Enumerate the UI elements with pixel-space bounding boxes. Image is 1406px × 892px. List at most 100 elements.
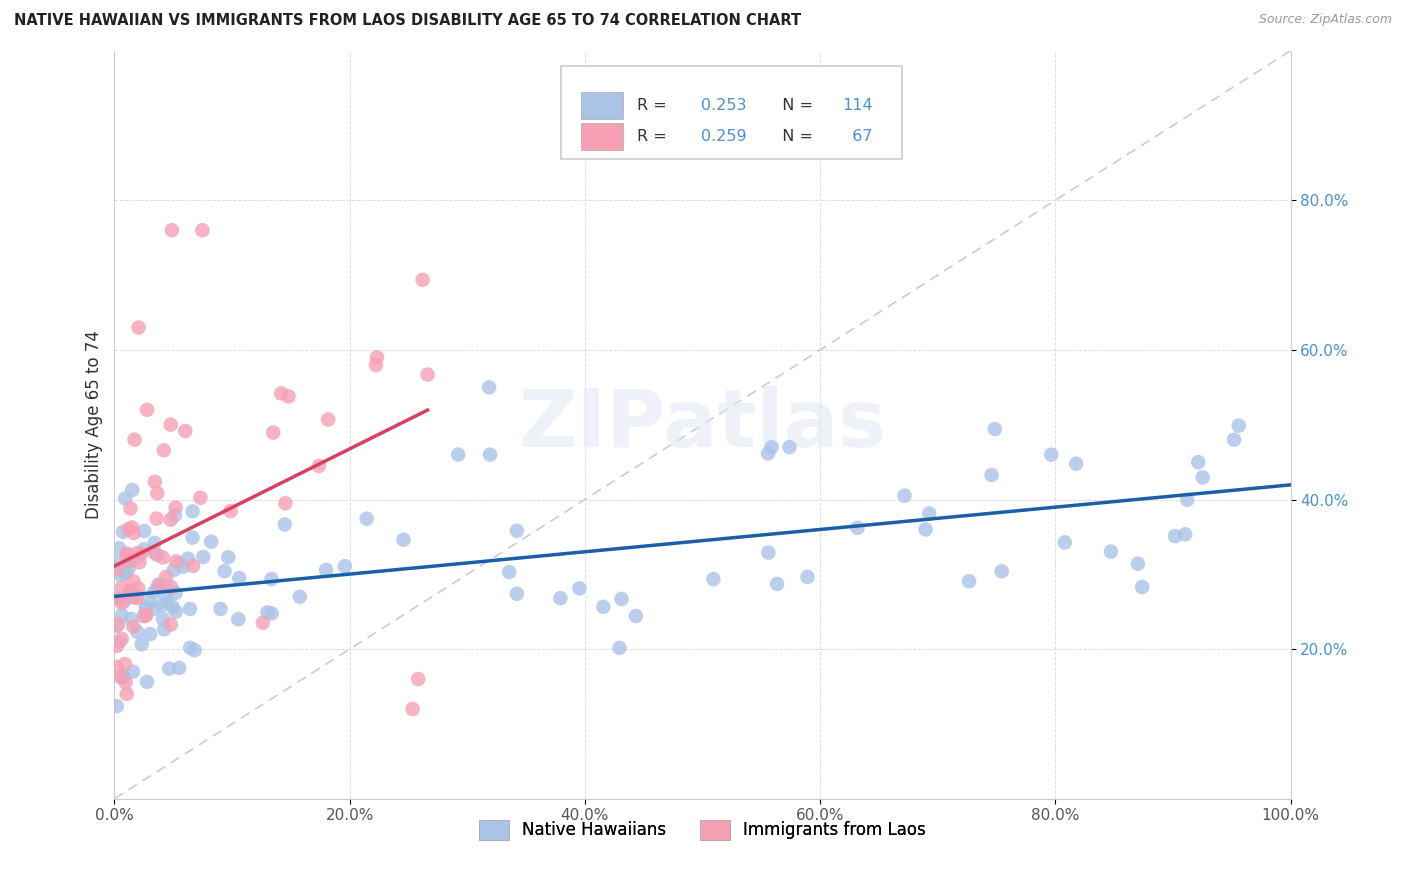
Point <box>914 523 936 537</box>
Text: R =: R = <box>637 129 672 144</box>
Point <box>364 358 387 372</box>
Point <box>148 579 170 593</box>
Point <box>156 595 179 609</box>
Point <box>112 671 135 685</box>
Point <box>132 609 155 624</box>
Point <box>143 475 166 489</box>
Point <box>447 448 470 462</box>
Point <box>112 524 135 539</box>
Point <box>214 564 236 578</box>
Point <box>217 550 239 565</box>
Point <box>111 632 134 646</box>
Point <box>181 531 204 545</box>
Point <box>252 615 274 630</box>
Point <box>153 588 176 602</box>
Point <box>121 520 143 534</box>
Point <box>115 687 138 701</box>
Point <box>990 564 1012 578</box>
Point <box>127 582 149 596</box>
Point <box>226 612 249 626</box>
Point <box>105 556 128 570</box>
Point <box>498 565 520 579</box>
Point <box>356 512 378 526</box>
Point <box>177 551 200 566</box>
Point <box>112 669 135 683</box>
Point <box>893 489 915 503</box>
Text: 0.259: 0.259 <box>702 129 747 144</box>
Point <box>160 580 183 594</box>
Point <box>111 581 134 595</box>
Text: N =: N = <box>772 129 818 144</box>
Text: Source: ZipAtlas.com: Source: ZipAtlas.com <box>1258 13 1392 27</box>
Point <box>120 583 142 598</box>
Point <box>105 591 128 606</box>
Point <box>115 547 138 561</box>
Y-axis label: Disability Age 65 to 74: Disability Age 65 to 74 <box>86 330 103 519</box>
Point <box>132 524 155 538</box>
Point <box>121 483 143 497</box>
Point <box>163 563 186 577</box>
Text: ZIPatlas: ZIPatlas <box>519 385 887 464</box>
Point <box>124 433 146 447</box>
Point <box>125 589 148 603</box>
Point <box>150 598 173 612</box>
Point <box>796 570 818 584</box>
Point <box>315 563 337 577</box>
Point <box>135 600 157 615</box>
Point <box>957 574 980 589</box>
Point <box>1223 433 1246 447</box>
Point <box>1191 470 1213 484</box>
Point <box>262 425 284 440</box>
Point <box>702 572 724 586</box>
Point <box>108 541 131 556</box>
Point <box>134 608 156 623</box>
Point <box>108 634 131 648</box>
Point <box>159 617 181 632</box>
Point <box>260 607 283 621</box>
Point <box>274 517 297 532</box>
Point <box>270 386 292 401</box>
Point <box>366 351 388 365</box>
Point <box>1164 529 1187 543</box>
Point <box>592 599 614 614</box>
Point <box>122 619 145 633</box>
Point <box>169 557 191 571</box>
Point <box>121 553 143 567</box>
Point <box>146 548 169 562</box>
Point <box>1040 448 1063 462</box>
Point <box>1227 418 1250 433</box>
Point <box>120 501 142 516</box>
Point <box>155 570 177 584</box>
Point <box>1053 535 1076 549</box>
Point <box>163 508 186 523</box>
Point <box>181 558 204 573</box>
Point <box>129 547 152 561</box>
Point <box>127 624 149 639</box>
FancyBboxPatch shape <box>561 66 903 159</box>
Point <box>412 273 434 287</box>
Point <box>1126 557 1149 571</box>
Point <box>136 402 159 417</box>
Point <box>114 491 136 506</box>
Point <box>406 672 429 686</box>
Point <box>984 422 1007 436</box>
Point <box>165 500 187 515</box>
Point <box>506 587 529 601</box>
Point <box>165 605 187 619</box>
Point <box>153 623 176 637</box>
Point <box>918 507 941 521</box>
Point <box>105 660 128 674</box>
Point <box>162 599 184 614</box>
Point <box>274 496 297 510</box>
Point <box>165 554 187 568</box>
Point <box>256 606 278 620</box>
Point <box>172 559 194 574</box>
Point <box>209 602 232 616</box>
Point <box>136 674 159 689</box>
Point <box>143 536 166 550</box>
Point <box>610 591 633 606</box>
Point <box>108 591 131 606</box>
Point <box>160 223 183 237</box>
Point <box>135 607 157 622</box>
Point <box>138 594 160 608</box>
